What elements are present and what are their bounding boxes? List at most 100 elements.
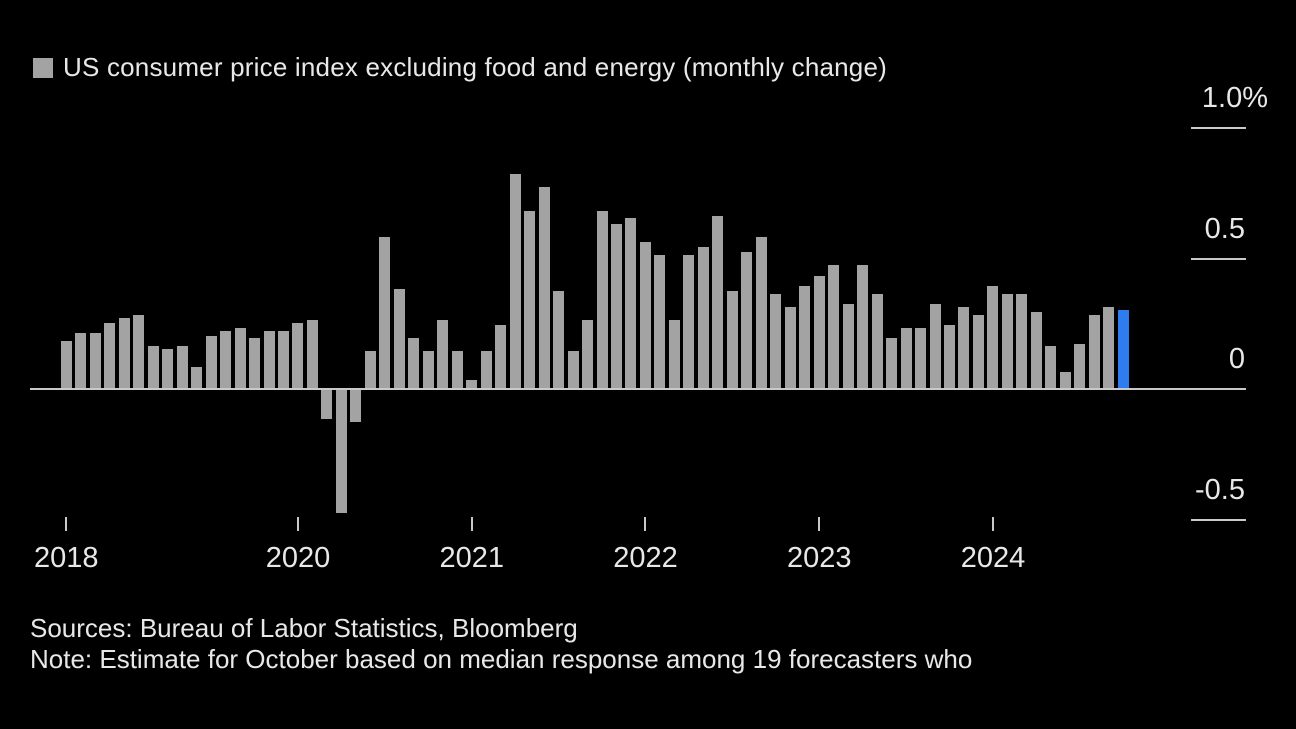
bar-2019-05 (176, 346, 188, 388)
bar-2020-01 (292, 322, 304, 388)
chart-footer: Sources: Bureau of Labor Statistics, Blo… (30, 613, 972, 675)
bar-2023-09 (929, 304, 941, 388)
x-axis-label: 2023 (786, 542, 852, 574)
bar-2018-10 (75, 333, 87, 388)
bar-2021-10 (596, 210, 608, 388)
bar-2023-12 (972, 314, 984, 388)
bar-2022-11 (784, 307, 796, 388)
bar-2020-08 (393, 288, 405, 388)
bar-2018-11 (89, 333, 101, 388)
x-axis-label: 2020 (265, 542, 331, 574)
x-axis-label: 2018 (34, 542, 99, 574)
bar-2023-04 (857, 265, 869, 388)
bar-2020-02 (306, 320, 318, 388)
bar-2020-09 (408, 338, 420, 388)
y-axis-label: -0.5 (1195, 473, 1245, 506)
bar-2024-04 (1030, 312, 1042, 388)
bar-2024-05 (1045, 346, 1057, 388)
bar-2021-11 (611, 223, 622, 388)
bar-2023-06 (886, 338, 898, 388)
bar-2019-12 (277, 330, 289, 388)
bar-2021-05 (524, 210, 536, 388)
bar-2021-06 (538, 187, 550, 388)
bar-2021-09 (582, 320, 594, 388)
bar-2022-02 (654, 254, 666, 388)
bar-2019-01 (118, 317, 130, 388)
bar-2023-01 (813, 275, 825, 388)
bar-2022-01 (639, 241, 651, 388)
bar-2022-05 (697, 247, 709, 388)
y-tick-line (1191, 257, 1246, 260)
bar-2022-07 (726, 291, 738, 388)
bar-2023-08 (915, 327, 927, 388)
bar-2024-08 (1088, 314, 1100, 388)
bar-2022-03 (668, 320, 680, 388)
x-axis-label: 2024 (960, 542, 1026, 574)
bar-2024-07 (1074, 343, 1086, 388)
bar-2024-09 (1103, 307, 1115, 388)
chart-title: US consumer price index excluding food a… (63, 52, 887, 82)
x-tick-line (991, 517, 994, 531)
bar-2019-06 (191, 367, 203, 388)
bar-2019-10 (249, 338, 261, 388)
bar-2022-06 (712, 215, 724, 388)
bar-2020-07 (379, 236, 391, 388)
bar-2019-04 (162, 348, 174, 388)
x-axis-label: 2022 (613, 542, 678, 574)
bar-2022-08 (741, 252, 753, 388)
x-tick-line (818, 517, 821, 531)
bar-2020-04 (335, 388, 347, 514)
bar-2020-03 (321, 388, 333, 420)
bar-2018-12 (104, 322, 116, 388)
bar-2023-10 (944, 325, 956, 388)
sources-text: Sources: Bureau of Labor Statistics, Blo… (30, 613, 578, 643)
bar-2021-02 (480, 351, 492, 388)
bar-2021-08 (567, 351, 579, 388)
x-axis-label: 2021 (439, 542, 504, 574)
bar-2023-07 (900, 327, 912, 388)
y-axis-label: 0 (1228, 343, 1245, 375)
bar-2019-08 (220, 330, 232, 388)
bar-2019-02 (133, 314, 145, 388)
x-tick-line (296, 517, 299, 531)
bar-2020-12 (451, 351, 463, 388)
bar-2024-06 (1059, 372, 1071, 388)
bar-2021-07 (553, 291, 565, 388)
bar-2022-12 (799, 286, 811, 388)
bar-2020-10 (422, 351, 434, 388)
bar-2023-11 (958, 307, 970, 388)
bar-2020-05 (350, 388, 362, 422)
bar-2022-04 (683, 254, 695, 388)
bar-2020-11 (437, 320, 449, 388)
bar-2023-02 (828, 265, 840, 388)
bar-2021-03 (495, 325, 507, 388)
y-tick-line (1191, 518, 1246, 521)
bar-2019-09 (234, 327, 246, 388)
legend-swatch (33, 57, 53, 78)
note-text: Note: Estimate for October based on medi… (30, 644, 973, 674)
bar-2024-02 (1001, 294, 1013, 388)
bar-2020-06 (364, 351, 376, 388)
bar-2021-01 (466, 380, 478, 388)
x-tick-line (65, 517, 68, 531)
bar-2021-04 (509, 173, 521, 388)
bar-2021-12 (625, 218, 637, 388)
legend: US consumer price index excluding food a… (33, 52, 887, 83)
bar-2019-11 (263, 330, 275, 388)
bar-2024-03 (1016, 294, 1028, 388)
y-tick-line (1191, 127, 1246, 129)
bar-2018-09 (60, 341, 72, 388)
bar-2019-03 (147, 346, 159, 388)
bar-2022-09 (755, 236, 767, 388)
x-tick-line (644, 517, 647, 531)
bar-2023-03 (842, 304, 854, 388)
y-axis-label: 1.0% (1201, 82, 1268, 114)
bar-2019-07 (205, 335, 217, 388)
zero-baseline (30, 388, 1246, 390)
bar-2024-10-estimate (1117, 309, 1129, 388)
bar-2023-05 (871, 294, 883, 388)
bar-2024-01 (987, 286, 999, 388)
bar-2022-10 (770, 294, 782, 388)
